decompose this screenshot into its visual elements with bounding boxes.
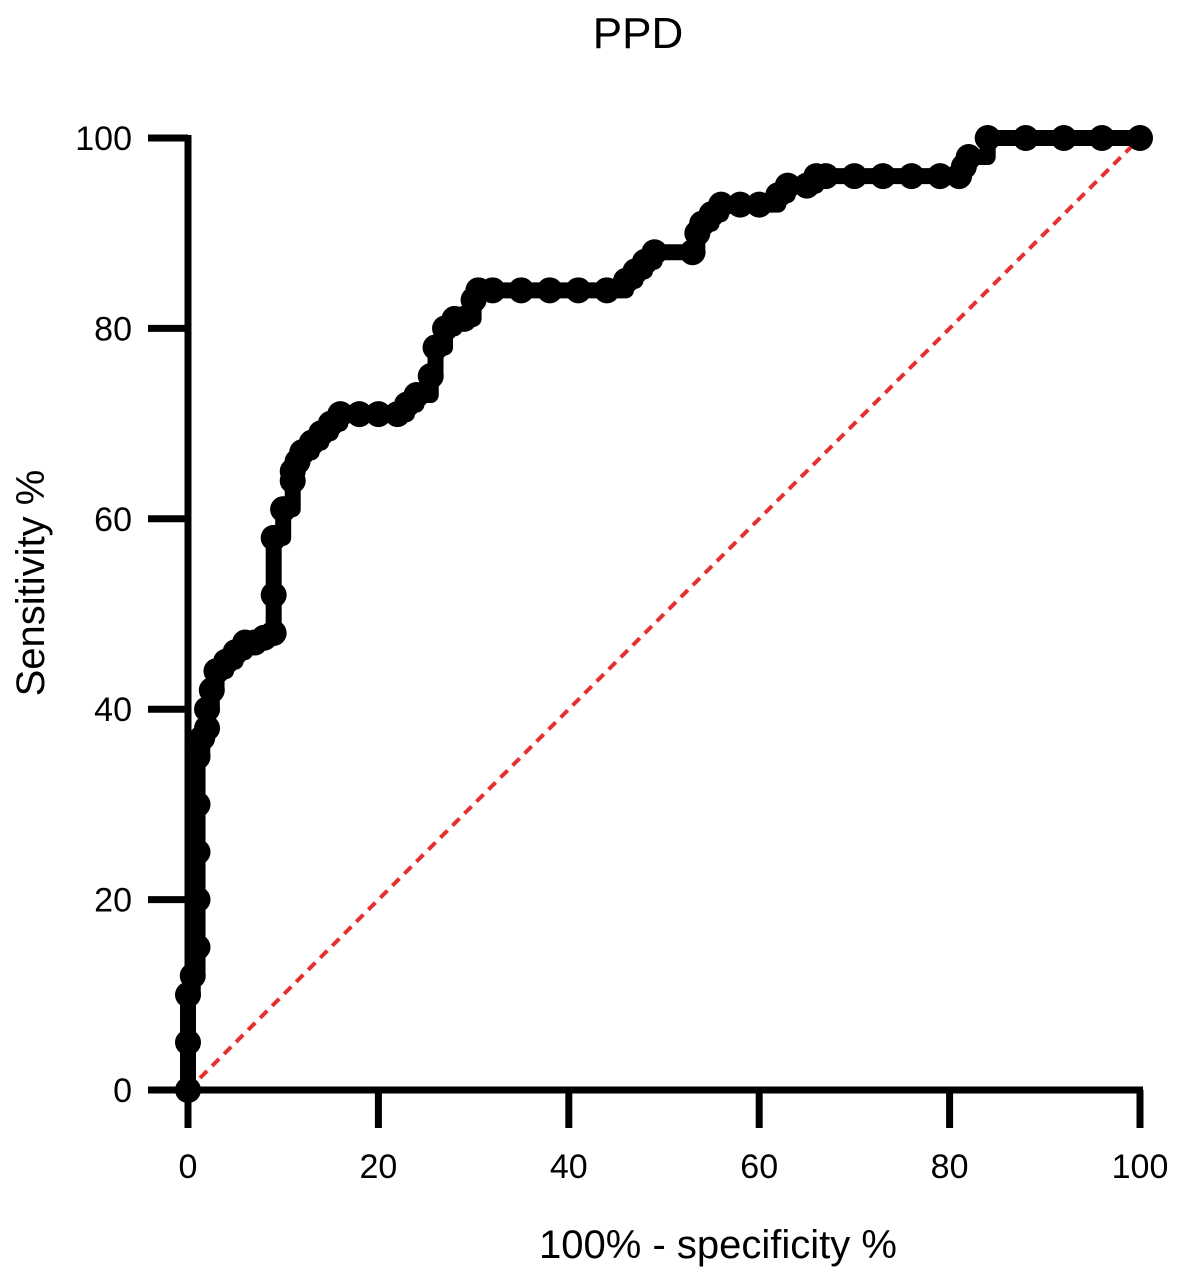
roc-point — [479, 277, 506, 304]
roc-point — [260, 620, 287, 647]
y-tick-label: 0 — [113, 1072, 132, 1110]
roc-point — [955, 144, 982, 171]
y-axis-title: Sensitivity % — [9, 470, 53, 697]
roc-point — [184, 791, 211, 818]
roc-point — [365, 401, 392, 428]
y-tick-label: 100 — [75, 120, 132, 158]
roc-point — [194, 715, 221, 742]
roc-point — [898, 163, 925, 190]
roc-point — [417, 363, 444, 389]
reference-line — [186, 136, 1142, 1092]
y-tick-label: 80 — [94, 310, 132, 348]
roc-point — [641, 239, 668, 266]
roc-point — [1012, 125, 1039, 151]
x-tick-label: 40 — [550, 1148, 588, 1186]
roc-point — [1088, 125, 1115, 151]
x-tick-label: 80 — [931, 1148, 969, 1186]
roc-point — [508, 277, 535, 304]
roc-point — [184, 886, 211, 913]
roc-point — [327, 401, 354, 428]
roc-point — [565, 277, 592, 304]
y-tick-label: 60 — [94, 501, 132, 539]
roc-point — [841, 163, 868, 190]
x-axis: 0 20 40 60 80 100 — [179, 1086, 1169, 1186]
roc-point — [175, 1029, 201, 1056]
roc-point — [774, 172, 801, 199]
roc-point — [812, 163, 839, 190]
x-tick-label: 100 — [1112, 1148, 1169, 1186]
x-tick-label: 60 — [740, 1148, 778, 1186]
roc-point — [1050, 125, 1077, 151]
y-tick-label: 20 — [94, 882, 132, 920]
roc-point — [184, 839, 211, 865]
x-tick-label: 20 — [359, 1148, 397, 1186]
roc-point — [270, 496, 297, 523]
roc-point — [346, 401, 373, 428]
roc-point — [184, 934, 211, 961]
roc-point — [974, 125, 1001, 151]
roc-point — [727, 191, 754, 218]
roc-point — [260, 524, 287, 551]
x-axis-title: 100% - specificity % — [539, 1223, 897, 1267]
y-tick-label: 40 — [94, 691, 132, 729]
roc-point — [403, 382, 430, 409]
plot-area — [175, 125, 1153, 1103]
roc-point — [1127, 125, 1153, 151]
chart-title: PPD — [593, 9, 683, 58]
roc-point — [260, 581, 287, 608]
x-tick-label: 0 — [179, 1148, 198, 1186]
roc-point — [179, 962, 206, 989]
roc-point — [175, 1077, 201, 1103]
roc-point — [927, 163, 954, 190]
y-axis: 0 20 40 60 80 100 — [75, 120, 192, 1110]
roc-point — [536, 277, 563, 304]
roc-point — [708, 191, 735, 218]
roc-point — [869, 163, 896, 190]
